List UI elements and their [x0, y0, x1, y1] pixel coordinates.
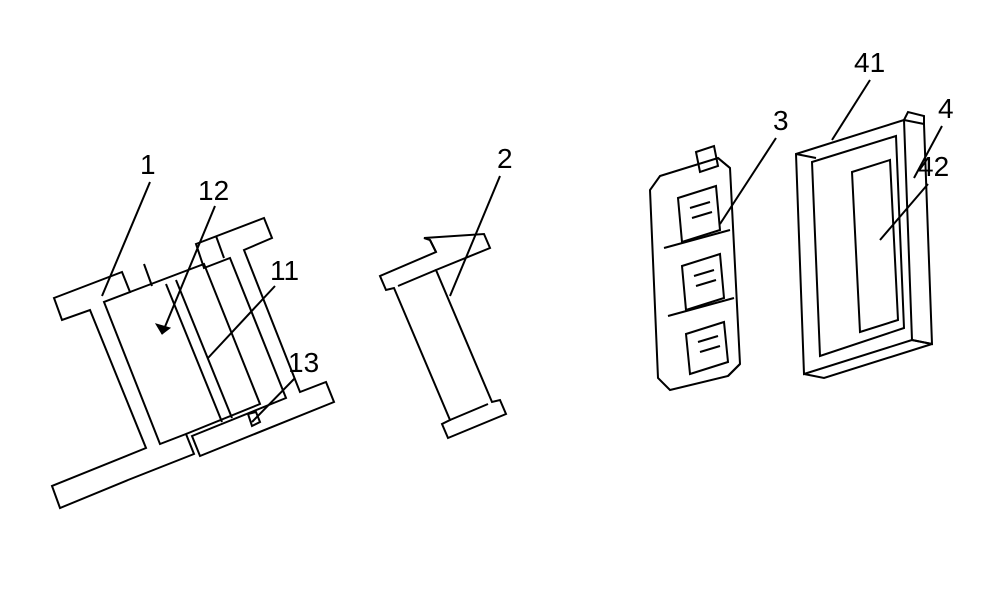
label-42: 42: [918, 151, 949, 182]
label-1: 1: [140, 149, 156, 180]
label-4: 4: [938, 93, 954, 124]
labels: 1 12 11 13 2 3 41 4 42: [140, 47, 954, 378]
technical-drawing: 1 12 11 13 2 3 41 4 42: [0, 0, 1000, 614]
part-2: [380, 234, 506, 438]
label-12: 12: [198, 175, 229, 206]
label-3: 3: [773, 105, 789, 136]
label-11: 11: [270, 255, 299, 286]
label-41: 41: [854, 47, 885, 78]
leader-1: [102, 182, 150, 296]
part-4: [796, 112, 932, 378]
leader-41: [832, 80, 870, 140]
label-13: 13: [288, 347, 319, 378]
leader-3: [720, 138, 776, 224]
part-3: [650, 146, 740, 390]
leader-42: [880, 184, 928, 240]
label-2: 2: [497, 143, 513, 174]
